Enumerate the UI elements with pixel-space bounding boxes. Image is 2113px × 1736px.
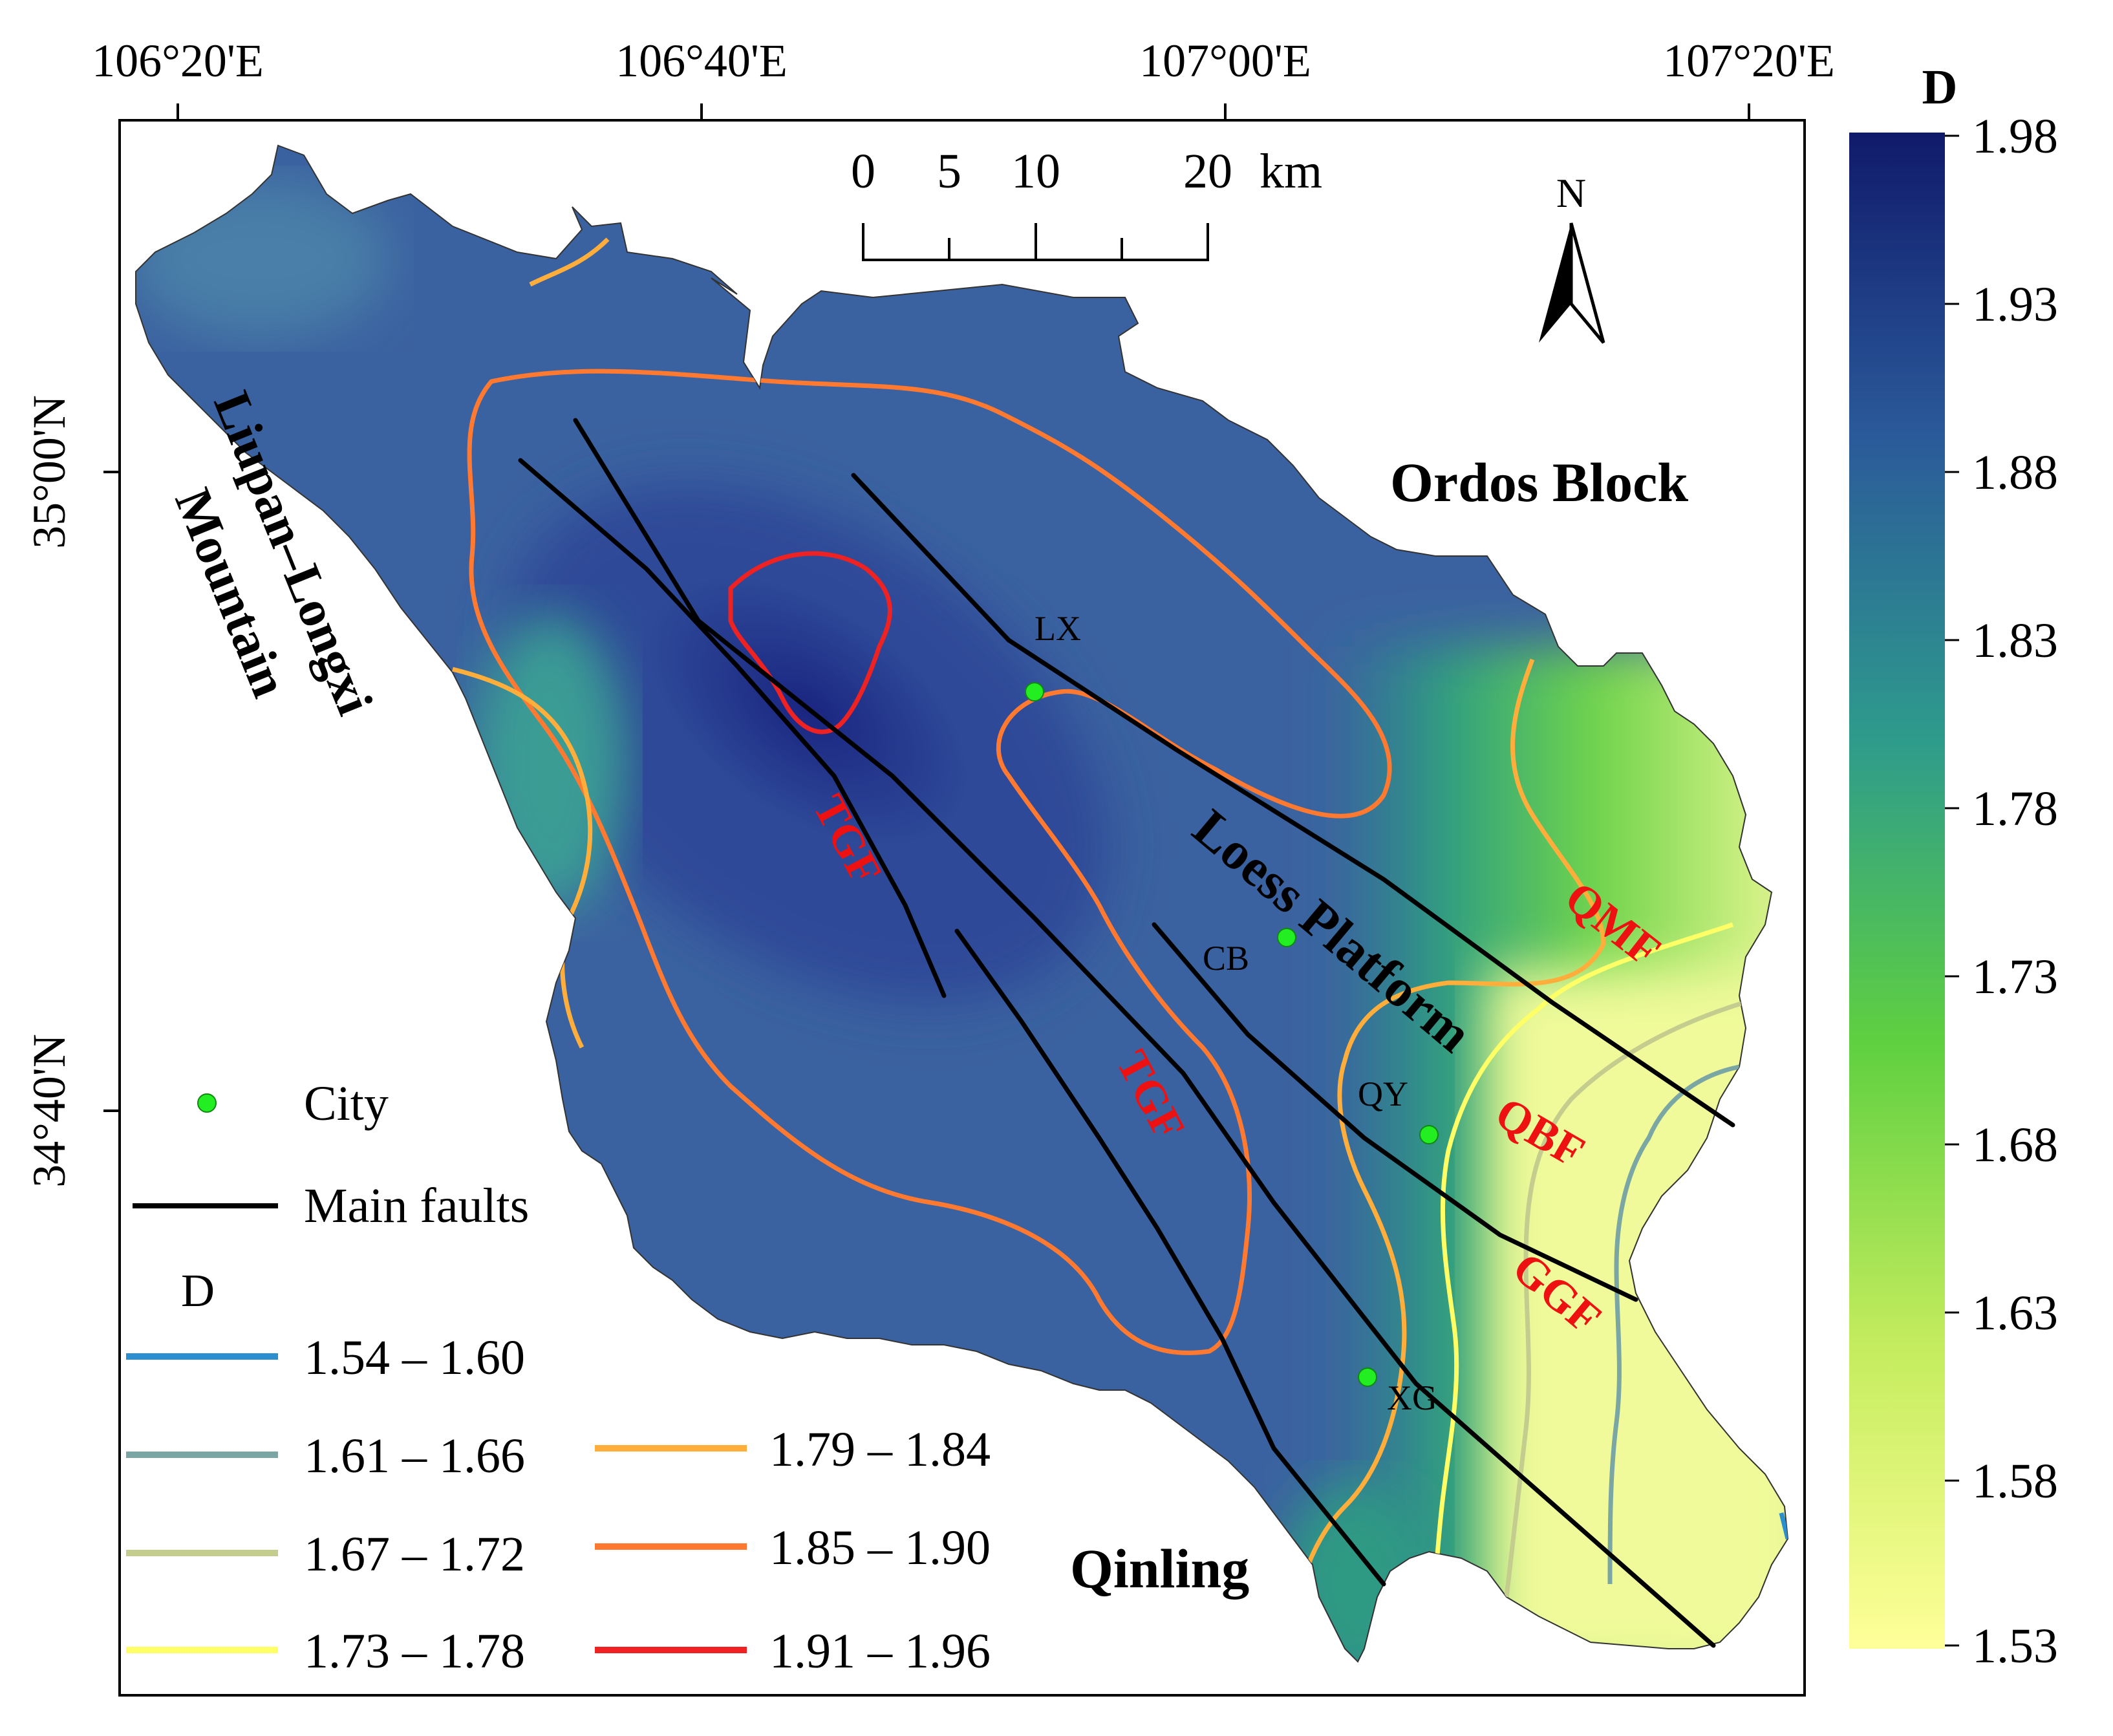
legend-class-7: 1.91 – 1.96 [595,1624,991,1678]
legend-d-title: D [181,1265,215,1316]
scale-label-20: 20 [1183,144,1232,198]
legend-range: 1.67 – 1.72 [304,1527,525,1581]
legend-faults-label: Main faults [304,1179,529,1233]
contour-1-61-1-66 [1607,1064,1740,1585]
colorbar-label: 1.88 [1972,445,2058,500]
region-label-qinling: Qinling [1070,1538,1249,1600]
fault-line [573,418,1716,1648]
axis-labels: 106°20'E 106°40'E 107°00'E 107°20'E 35°0… [23,35,1835,1188]
contour-1-73-1-78 [1420,922,1734,1656]
scale-unit: km [1260,144,1322,198]
fault-line [518,458,947,998]
legend-city-label: City [304,1077,389,1131]
scale-label-0: 0 [851,144,875,198]
city-label-lx: LX [1035,609,1081,648]
north-arrow-icon: N [1539,170,1605,344]
axis-ticks [103,103,1750,1112]
lon-label-1: 106°20'E [92,35,264,87]
city-dot-xg [1358,1367,1377,1387]
fault-lines [518,418,1735,1648]
city-dot-lx [1025,682,1044,702]
colorbar-label: 1.63 [1972,1286,2058,1340]
colorbar: D 1.98 1.93 1.88 1.83 1.78 1.73 1.68 1.6… [1849,60,2058,1673]
legend-class-2: 1.61 – 1.66 [126,1429,525,1483]
legend-class-5: 1.79 – 1.84 [595,1422,991,1477]
legend-range: 1.79 – 1.84 [769,1422,991,1477]
legend-class-6: 1.85 – 1.90 [595,1521,991,1575]
contour-1-79-1-84-nw [529,237,610,287]
lon-label-4: 107°20'E [1663,35,1835,87]
legend-range: 1.61 – 1.66 [304,1429,525,1483]
legend: City Main faults D 1.54 – 1.60 1.61 – 1.… [126,1077,991,1678]
city-labels: LX CB QY XG [1035,609,1437,1417]
city-dot-cb [1277,928,1296,947]
lat-label-2: 34°40'N [23,1034,75,1188]
lon-label-3: 107°00'E [1139,35,1311,87]
north-label: N [1556,170,1586,216]
city-label-cb: CB [1203,939,1249,978]
colorbar-labels: 1.98 1.93 1.88 1.83 1.78 1.73 1.68 1.63 … [1945,109,2058,1673]
colorbar-label: 1.68 [1972,1118,2058,1172]
lat-label-1: 35°00'N [23,395,75,549]
legend-range: 1.91 – 1.96 [769,1624,991,1678]
scale-label-5: 5 [937,144,961,198]
colorbar-label: 1.93 [1972,277,2058,332]
city-markers [1025,682,1439,1387]
legend-range: 1.54 – 1.60 [304,1331,525,1385]
legend-range: 1.85 – 1.90 [769,1521,991,1575]
legend-class-1: 1.54 – 1.60 [126,1331,525,1385]
contour-1-67-1-72 [1504,1000,1747,1598]
colorbar-label: 1.53 [1972,1619,2058,1673]
contour-1-54-1-60 [1779,1512,1788,1539]
legend-class-3: 1.67 – 1.72 [126,1527,525,1581]
colorbar-ramp [1849,133,1945,1649]
colorbar-label: 1.78 [1972,782,2058,836]
contour-1-79-1-84-west [452,667,593,1049]
colorbar-label: 1.83 [1972,614,2058,668]
lon-label-2: 106°40'E [616,35,788,87]
legend-range: 1.73 – 1.78 [304,1624,525,1678]
scale-bar: 0 5 10 20 km [851,144,1322,261]
contour-1-85-1-90-inner [467,369,1392,1355]
city-label-xg: XG [1387,1378,1437,1417]
legend-class-4: 1.73 – 1.78 [126,1624,525,1678]
contour-1-79-1-84-east [1303,658,1606,1572]
colorbar-label: 1.98 [1972,109,2058,164]
city-label-qy: QY [1358,1075,1408,1113]
city-dot-qy [1419,1125,1439,1144]
colorbar-label: 1.73 [1972,950,2058,1004]
colorbar-title: D [1922,60,1958,114]
legend-city-icon [197,1093,217,1113]
colorbar-label: 1.58 [1972,1454,2058,1508]
region-label-ordos: Ordos Block [1390,451,1688,513]
fault-line [1152,922,1638,1302]
scale-label-10: 10 [1011,144,1060,198]
basin-boundary [135,144,1789,1663]
fault-line [954,928,1386,1587]
fault-line [851,473,1735,1128]
